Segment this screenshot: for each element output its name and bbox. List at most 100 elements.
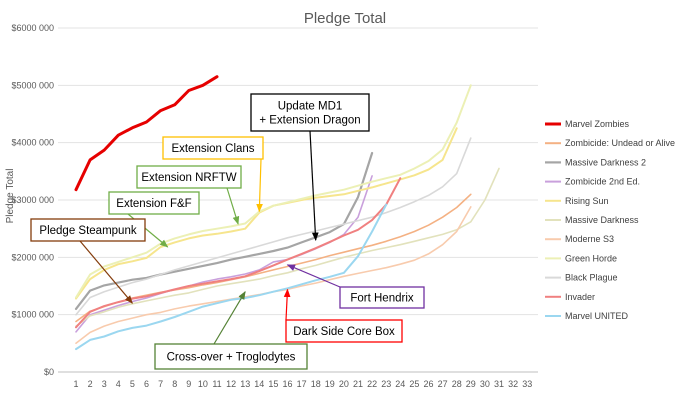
x-tick-label: 16	[282, 379, 292, 389]
y-tick-label: $1000 000	[11, 310, 54, 320]
series-line-marvel-united	[75, 203, 388, 351]
x-tick-label: 33	[522, 379, 532, 389]
annotation-label: Update MD1	[278, 101, 343, 113]
annotation-box	[162, 136, 264, 160]
x-tick-label: 20	[339, 379, 349, 389]
legend-label: Zombicide: Undead or Alive	[565, 138, 675, 148]
x-tick-label: 8	[172, 379, 177, 389]
annotation-arrow	[213, 291, 246, 345]
x-tick-label: 7	[158, 379, 163, 389]
annotation-box	[30, 218, 146, 242]
annotation-box	[154, 343, 308, 370]
legend-entry: Black Plague	[545, 273, 618, 283]
x-tick-label: 2	[88, 379, 93, 389]
annotation-callout: Extension F&F	[108, 191, 200, 248]
x-tick-label: 23	[381, 379, 391, 389]
legend-entry: Invader	[545, 292, 595, 302]
series-line-massive-darkness-2	[74, 151, 374, 310]
chart-title: Pledge Total	[304, 10, 386, 27]
annotation-arrow	[286, 264, 341, 288]
annotation-box	[108, 191, 200, 215]
annotations: Update MD1 + Extension Dragon Extension Cl…	[30, 93, 425, 370]
y-tick-label: $3000 000	[11, 195, 54, 205]
series-lines	[74, 75, 500, 351]
x-tick-label: 18	[311, 379, 321, 389]
x-tick-label: 5	[130, 379, 135, 389]
x-tick-label: 21	[353, 379, 363, 389]
annotation-callout: Fort Hendrix	[286, 264, 425, 309]
legend-entry: Massive Darkness 2	[545, 157, 646, 167]
annotation-label: Fort Hendrix	[350, 293, 414, 305]
annotation-arrow	[226, 187, 240, 225]
x-tick-label: 11	[212, 379, 221, 389]
legend-label: Massive Darkness 2	[565, 157, 646, 167]
series-line-massive-darkness	[75, 167, 500, 327]
annotation-label: Pledge Steampunk	[39, 225, 136, 237]
annotation-callout: Cross-over + Troglodytes	[154, 291, 308, 370]
x-tick-label: 13	[240, 379, 250, 389]
x-tick-label: 4	[116, 379, 121, 389]
annotation-label: Extension NRFTW	[141, 172, 236, 184]
annotation-label: Dark Side Core Box	[293, 326, 395, 338]
annotation-box	[250, 93, 370, 132]
x-tick-label: 15	[268, 379, 278, 389]
x-tick-label: 3	[102, 379, 107, 389]
x-tick-label: 1	[73, 379, 78, 389]
annotation-label: Extension F&F	[116, 198, 191, 210]
y-tick-label: $0	[44, 367, 54, 377]
x-tick-label: 30	[480, 379, 490, 389]
legend-label: Black Plague	[565, 273, 618, 283]
legend-entry: Rising Sun	[545, 196, 609, 206]
legend-label: Moderne S3	[565, 234, 614, 244]
legend-entry: Zombicide: Undead or Alive	[545, 138, 675, 148]
x-tick-label: 19	[325, 379, 335, 389]
annotation-callout: Dark Side Core Box	[283, 288, 403, 343]
series-line-marvel-zombies	[74, 75, 219, 192]
annotation-callout: Extension NRFTW	[136, 165, 242, 225]
x-tick-label: 17	[297, 379, 307, 389]
y-axis-ticks: $0 $1000 000 $2000 000 $3000 000 $4000 000 $5…	[11, 23, 54, 377]
x-tick-label: 25	[409, 379, 419, 389]
annotation-box	[339, 286, 425, 309]
annotation-callout: Pledge Steampunk	[30, 218, 146, 304]
legend-label: Zombicide 2nd Ed.	[565, 177, 640, 187]
x-tick-label: 9	[186, 379, 191, 389]
legend-label: Invader	[565, 292, 595, 302]
x-tick-label: 14	[254, 379, 264, 389]
annotation-callout: Extension Clans	[162, 136, 264, 213]
x-tick-label: 10	[198, 379, 208, 389]
annotation-box	[285, 319, 403, 343]
x-tick-label: 6	[144, 379, 149, 389]
annotation-box	[136, 165, 242, 189]
y-tick-label: $5000 000	[11, 80, 54, 90]
x-tick-label: 29	[466, 379, 476, 389]
annotation-arrow	[283, 288, 291, 321]
y-tick-label: $2000 000	[11, 252, 54, 262]
legend-entry: Zombicide 2nd Ed.	[545, 177, 640, 187]
x-tick-label: 12	[226, 379, 236, 389]
annotation-arrow	[79, 240, 133, 304]
series-line-black-plague	[75, 137, 472, 316]
gridlines	[58, 27, 538, 373]
annotation-label: + Extension Dragon	[259, 115, 360, 127]
legend-label: Green Horde	[565, 253, 617, 263]
legend-label: Rising Sun	[565, 196, 609, 206]
x-tick-label: 31	[494, 379, 504, 389]
legend-label: Marvel UNITED	[565, 311, 629, 321]
x-tick-label: 24	[395, 379, 405, 389]
legend-label: Massive Darkness	[565, 215, 639, 225]
y-axis-title: Pledge Total	[5, 169, 16, 224]
legend-entry: Green Horde	[545, 253, 617, 263]
x-tick-label: 28	[452, 379, 462, 389]
x-axis-ticks: 1 2 3 4 5 6 7 8 9 10 11 12 13 14 15 16 17 18 19 20 21 22 23 24 2…	[73, 379, 532, 389]
x-tick-label: 26	[423, 379, 433, 389]
legend-entry: Marvel UNITED	[545, 311, 629, 321]
legend-entry: Massive Darkness	[545, 215, 639, 225]
legend-entry: Moderne S3	[545, 234, 614, 244]
y-tick-label: $6000 000	[11, 23, 54, 33]
annotation-callout: Update MD1 + Extension Dragon	[250, 93, 370, 241]
y-tick-label: $4000 000	[11, 138, 54, 148]
legend-entry: Marvel Zombies	[545, 119, 630, 129]
annotation-label: Extension Clans	[171, 143, 254, 155]
